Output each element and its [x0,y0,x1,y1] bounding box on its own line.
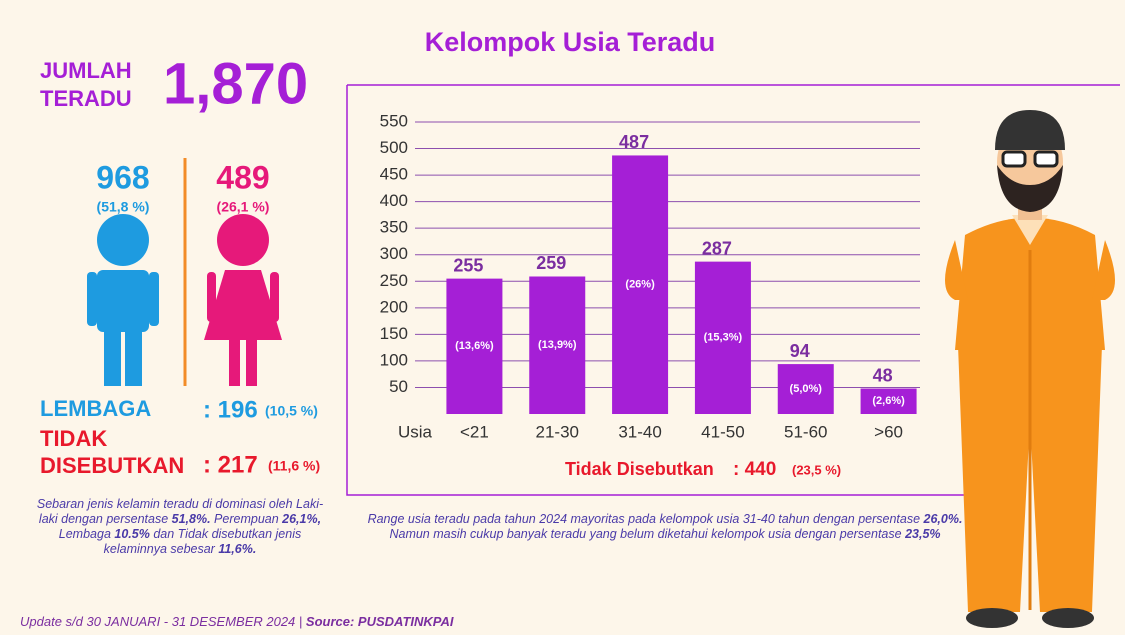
unknown-share: (23,5 %) [792,462,841,477]
male-icon [87,214,159,386]
value-label: 94 [790,341,810,361]
footer: Update s/d 30 JANUARI - 31 DESEMBER 2024… [20,614,720,629]
bold-text: Source: PUSDATINKPAI [306,614,454,629]
bold-text: 11,6%. [218,542,256,556]
female-icon [204,214,282,386]
tidak-label: TIDAK [40,426,107,451]
prisoner-illustration [945,110,1115,628]
female-share: (26,1 %) [217,199,270,215]
header-total: 1,870 [163,51,308,116]
y-tick-label: 250 [380,271,408,290]
x-tick-label: 51-60 [784,422,827,441]
text: Namun masih cukup banyak teradu yang bel… [389,527,905,541]
value-label: 255 [453,255,483,275]
bold-text: 26,0%. [924,512,963,526]
y-tick-label: 100 [380,350,408,369]
bold-text: 26,1%, [282,512,321,526]
male-share: (51,8 %) [97,199,150,215]
share-label: (2,6%) [872,395,905,407]
y-tick-label: 450 [380,165,408,184]
infographic: Kelompok Usia Teradu JUMLAH TERADU 1,870… [0,0,1125,635]
value-label: 259 [536,253,566,273]
y-tick-label: 500 [380,138,408,157]
tidak-share: (11,6 %) [268,458,320,474]
unknown-value: : 440 [733,459,776,480]
text: Range usia teradu pada tahun 2024 mayori… [368,512,924,526]
female-count: 489 [216,159,269,195]
gender-note: Sebaran jenis kelamin teradu di dominasi… [30,497,330,557]
value-label: 48 [873,365,893,385]
y-tick-label: 200 [380,297,408,316]
lembaga-share: (10,5 %) [265,403,318,419]
y-tick-label: 550 [380,111,408,130]
y-tick-label: 300 [380,244,408,263]
unknown-label: Tidak Disebutkan [565,459,714,479]
share-label: (26%) [625,279,655,291]
x-tick-label: 21-30 [536,422,579,441]
x-tick-label: 31-40 [618,422,661,441]
chart-title: Kelompok Usia Teradu [425,27,716,57]
chart-note: Range usia teradu pada tahun 2024 mayori… [360,512,970,542]
header-label: JUMLAH [40,58,132,83]
y-tick-label: 50 [389,377,408,396]
lembaga-value: : 196 [203,396,258,423]
lembaga-label: LEMBAGA [40,396,151,421]
share-label: (5,0%) [790,383,823,395]
share-label: (13,6%) [455,340,494,352]
tidak-label: DISEBUTKAN [40,453,184,478]
text: Update s/d 30 JANUARI - 31 DESEMBER 2024… [20,614,306,629]
y-tick-label: 400 [380,191,408,210]
x-tick-label: >60 [874,422,903,441]
value-label: 287 [702,238,732,258]
value-label: 487 [619,132,649,152]
bold-text: 10.5% [114,527,149,541]
tidak-value: : 217 [203,451,258,478]
text: Lembaga [59,527,115,541]
x-tick-label: <21 [460,422,489,441]
x-tick-label: 41-50 [701,422,744,441]
share-label: (15,3%) [704,332,743,344]
share-label: (13,9%) [538,339,577,351]
bold-text: 23,5% [905,527,940,541]
text: Perempuan [211,512,283,526]
header-label: TERADU [40,86,132,111]
y-tick-label: 150 [380,324,408,343]
x-axis-label: Usia [398,422,433,441]
male-count: 968 [96,159,149,195]
bold-text: 51,8%. [172,512,211,526]
y-tick-label: 350 [380,218,408,237]
